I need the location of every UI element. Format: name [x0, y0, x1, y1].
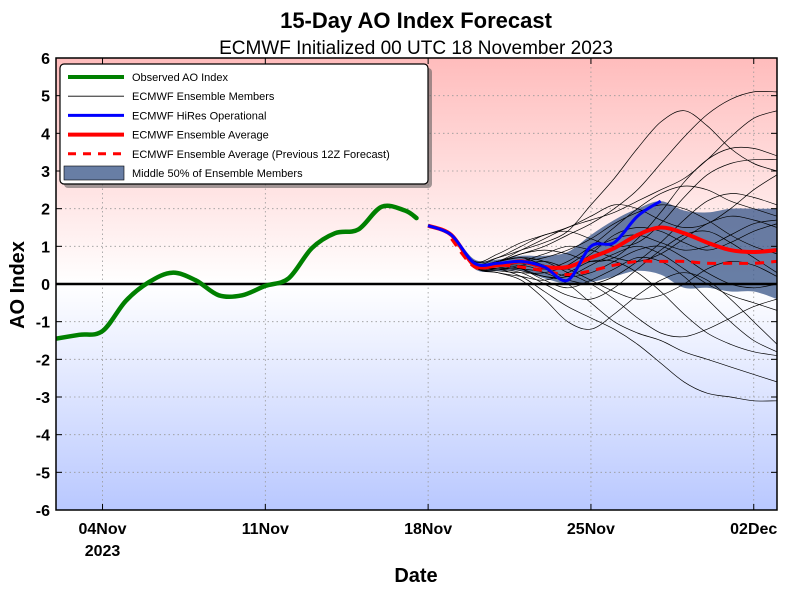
x-tick-label: 18Nov [404, 521, 452, 538]
hires-operational-line [427, 199, 662, 283]
ensemble-iqr-band-layer [428, 201, 777, 300]
ensemble-member-line [427, 174, 777, 263]
ensemble-member-line [427, 110, 777, 264]
legend-label: ECMWF Ensemble Average [132, 130, 269, 142]
x-tick-label: 04Nov [79, 521, 127, 538]
y-tick-label: -4 [36, 428, 50, 445]
legend: Observed AO Index ECMWF Ensemble Members E… [59, 63, 432, 188]
y-axis-label: AO Index [7, 241, 29, 329]
x-axis-ticks: 04Nov 2023 11Nov 18Nov 25Nov 02Dec [79, 58, 777, 560]
legend-label: ECMWF Ensemble Average (Previous 12Z For… [132, 149, 390, 161]
y-tick-label: 1 [41, 239, 50, 256]
legend-box [59, 63, 429, 185]
y-tick-label: 4 [41, 126, 50, 143]
legend-label: Middle 50% of Ensemble Members [132, 168, 303, 180]
legend-item: ECMWF Ensemble Average [68, 130, 269, 142]
y-tick-label: -3 [36, 390, 50, 407]
y-tick-label: -2 [36, 352, 50, 369]
legend-item: Middle 50% of Ensemble Members [63, 165, 303, 181]
x-axis-label: Date [394, 565, 437, 587]
legend-label: Observed AO Index [132, 72, 228, 84]
observed-ao-line [56, 203, 419, 341]
legend-swatch [63, 165, 125, 181]
ensemble-iqr-band [428, 201, 777, 300]
legend-label: ECMWF HiRes Operational [132, 110, 266, 122]
legend-item: ECMWF HiRes Operational [68, 110, 266, 122]
series-lines-layer [56, 199, 777, 341]
y-tick-label: 3 [41, 164, 50, 181]
y-tick-label: -1 [36, 315, 50, 332]
x-tick-label: 02Dec [730, 521, 777, 538]
ensemble-average-line [427, 223, 777, 270]
y-tick-label: -6 [36, 503, 50, 520]
chart-title: 15-Day AO Index Forecast [280, 8, 553, 33]
legend-item: Observed AO Index [68, 72, 228, 84]
legend-item: ECMWF Ensemble Members [68, 91, 275, 103]
chart-subtitle: ECMWF Initialized 00 UTC 18 November 202… [219, 38, 613, 59]
y-tick-label: 6 [41, 51, 50, 68]
y-tick-label: 2 [41, 202, 50, 219]
x-tick-label: 25Nov [567, 521, 615, 538]
y-tick-label: -5 [36, 465, 50, 482]
x-tick-label: 11Nov [242, 521, 289, 538]
y-axis-ticks: 6 5 4 3 2 1 0 -1 -2 -3 -4 -5 -6 [36, 51, 777, 520]
ensemble-member-line [427, 225, 777, 356]
ensemble-member-line [427, 225, 777, 300]
y-tick-label: 0 [41, 277, 50, 294]
legend-label: ECMWF Ensemble Members [132, 91, 275, 103]
x-tick-sublabel: 2023 [85, 543, 121, 560]
y-tick-label: 5 [41, 89, 50, 106]
legend-item: ECMWF Ensemble Average (Previous 12Z For… [68, 149, 390, 161]
